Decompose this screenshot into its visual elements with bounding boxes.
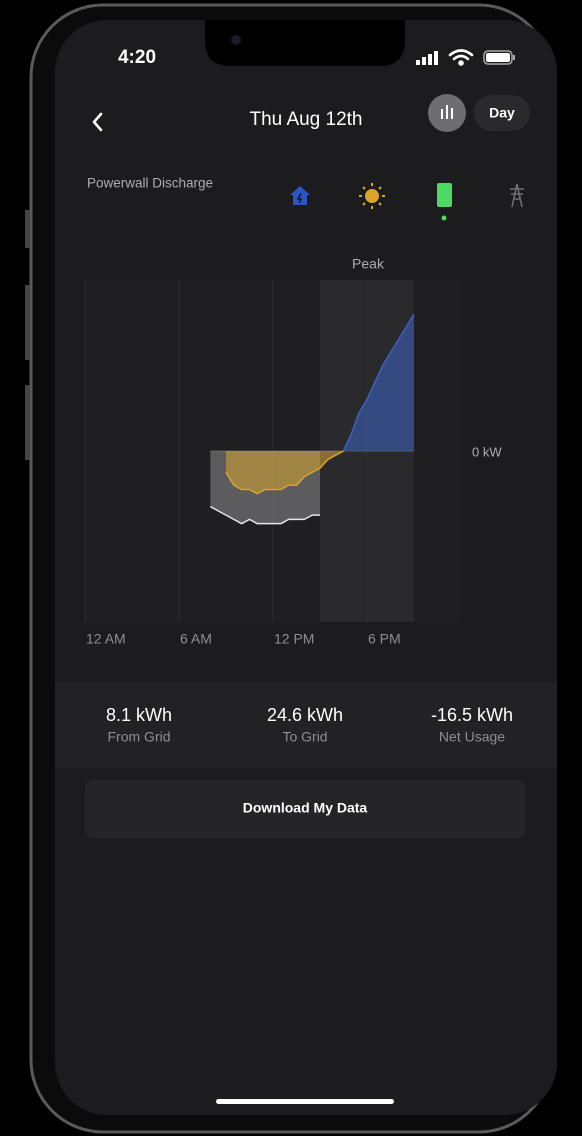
side-button <box>25 285 30 360</box>
chart-toggle[interactable] <box>428 94 466 132</box>
x-tick-label: 12 PM <box>274 631 314 647</box>
peak-label: Peak <box>352 256 385 272</box>
stat-value: 8.1 kWh <box>106 705 172 725</box>
page: 4:20 Thu Aug 12th Day Powerwall Discharg… <box>0 0 582 1136</box>
stat-label: From Grid <box>108 729 171 745</box>
x-tick-label: 6 PM <box>368 631 401 647</box>
stat-label: To Grid <box>282 729 327 745</box>
camera <box>231 35 241 45</box>
stats: 8.1 kWh From Grid 24.6 kWh To Grid -16.5 kWh… <box>106 705 513 745</box>
selected-dot <box>442 216 447 221</box>
chart: Peak 12 AM 6 AM 12 PM 6 PM 0 kW <box>85 256 502 647</box>
side-button <box>25 210 30 248</box>
status-time: 4:20 <box>118 47 156 68</box>
download-label: Download My Data <box>243 800 368 816</box>
header-title: Thu Aug 12th <box>249 109 362 130</box>
range-label: Day <box>489 105 515 121</box>
phone-screenshot: 4:20 Thu Aug 12th Day Powerwall Discharg… <box>0 0 582 1136</box>
powerwall-icon[interactable] <box>437 183 452 207</box>
y-tick-label: 0 kW <box>472 444 502 459</box>
x-tick-label: 12 AM <box>86 631 126 647</box>
stat-value: -16.5 kWh <box>431 705 513 725</box>
side-button <box>25 385 30 460</box>
stat-label: Net Usage <box>439 729 505 745</box>
stat-value: 24.6 kWh <box>267 705 343 725</box>
x-tick-label: 6 AM <box>180 631 212 647</box>
home-indicator <box>216 1099 394 1104</box>
chart-title: Powerwall Discharge <box>87 176 213 191</box>
